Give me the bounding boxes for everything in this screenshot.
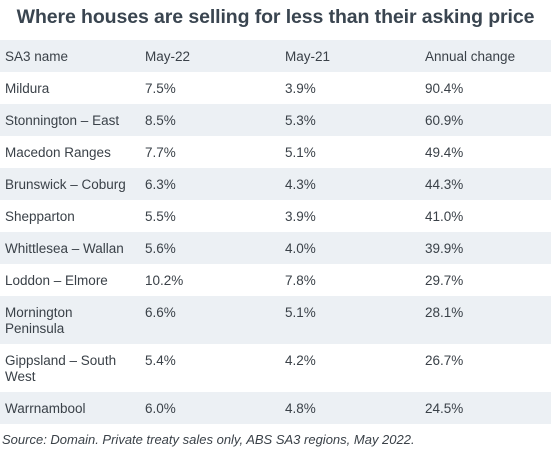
cell-may-22: 6.6% [145,305,176,320]
source-note: Source: Domain. Private treaty sales onl… [2,432,415,447]
cell-sa3-name: Warrnambool [5,401,86,416]
table-row: Stonnington – East 8.5% 5.3% 60.9% [0,104,551,136]
cell-may-21: 5.1% [285,145,316,160]
cell-sa3-name: Loddon – Elmore [5,273,108,288]
table-row: Gippsland – South West 5.4% 4.2% 26.7% [0,344,551,392]
cell-may-21: 5.3% [285,113,316,128]
data-table: SA3 name May-22 May-21 Annual change Mil… [0,40,551,424]
cell-sa3-name: Macedon Ranges [5,145,111,160]
cell-sa3-name: Shepparton [5,209,75,224]
table-row: Shepparton 5.5% 3.9% 41.0% [0,200,551,232]
cell-may-22: 10.2% [145,273,184,288]
cell-may-21: 4.0% [285,241,316,256]
cell-annual-change: 41.0% [425,209,464,224]
cell-may-21: 4.2% [285,353,316,368]
table-title: Where houses are selling for less than t… [16,6,535,28]
table-row: Whittlesea – Wallan 5.6% 4.0% 39.9% [0,232,551,264]
column-header-may-21: May-21 [285,49,331,64]
cell-may-22: 5.6% [145,241,176,256]
cell-may-21: 4.3% [285,177,316,192]
cell-may-21: 3.9% [285,209,316,224]
cell-sa3-name: Mildura [5,81,50,96]
cell-annual-change: 49.4% [425,145,464,160]
cell-may-21: 5.1% [285,305,316,320]
table-row: Mornington Peninsula 6.6% 5.1% 28.1% [0,296,551,344]
table-row: Mildura 7.5% 3.9% 90.4% [0,72,551,104]
table-row: Loddon – Elmore 10.2% 7.8% 29.7% [0,264,551,296]
cell-annual-change: 39.9% [425,241,464,256]
cell-may-21: 3.9% [285,81,316,96]
cell-may-21: 4.8% [285,401,316,416]
cell-annual-change: 24.5% [425,401,464,416]
column-header-annual-change: Annual change [425,49,516,64]
cell-may-22: 6.3% [145,177,176,192]
cell-may-22: 7.7% [145,145,176,160]
cell-may-22: 8.5% [145,113,176,128]
cell-sa3-name: Brunswick – Coburg [5,177,126,192]
cell-sa3-name: Mornington Peninsula [5,305,73,336]
cell-annual-change: 26.7% [425,353,464,368]
column-header-may-22: May-22 [145,49,191,64]
cell-sa3-name: Gippsland – South West [5,353,117,384]
cell-annual-change: 29.7% [425,273,464,288]
cell-may-22: 7.5% [145,81,176,96]
table-row: Brunswick – Coburg 6.3% 4.3% 44.3% [0,168,551,200]
column-header-sa3-name: SA3 name [5,49,69,64]
table-header-row: SA3 name May-22 May-21 Annual change [0,40,551,72]
cell-annual-change: 28.1% [425,305,464,320]
cell-may-21: 7.8% [285,273,316,288]
cell-annual-change: 44.3% [425,177,464,192]
table-row: Warrnambool 6.0% 4.8% 24.5% [0,392,551,424]
table-row: Macedon Ranges 7.7% 5.1% 49.4% [0,136,551,168]
cell-annual-change: 90.4% [425,81,464,96]
cell-sa3-name: Whittlesea – Wallan [5,241,124,256]
cell-sa3-name: Stonnington – East [5,113,120,128]
cell-annual-change: 60.9% [425,113,464,128]
cell-may-22: 5.5% [145,209,176,224]
cell-may-22: 5.4% [145,353,176,368]
cell-may-22: 6.0% [145,401,176,416]
